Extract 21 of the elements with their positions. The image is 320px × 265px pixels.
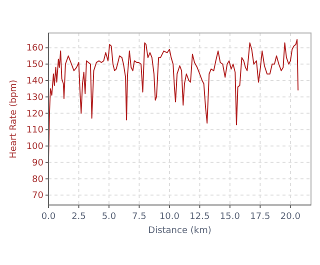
x-tick-label: 7.5 [132,212,146,222]
y-tick-label: 150 [26,60,44,70]
x-tick-label: 5.0 [102,212,116,222]
y-tick-label: 130 [26,92,44,103]
x-tick-label: 20.0 [280,212,301,222]
y-tick-label: 80 [32,174,44,185]
y-axis-title: Heart Rate (bpm) [9,80,19,158]
x-tick-label: 12.5 [190,212,210,222]
y-tick-label: 120 [26,109,44,120]
y-tick-label: 140 [26,76,44,87]
x-tick-label: 0.0 [41,212,56,222]
y-tick-label: 110 [26,126,44,136]
x-tick-label: 10.0 [159,212,180,222]
x-tick-label: 17.5 [250,212,270,222]
x-tick-label: 2.5 [72,212,86,222]
x-axis-title: Distance (km) [148,226,212,236]
x-tick-label: 15.0 [220,212,240,222]
y-tick-label: 90 [32,158,44,168]
y-tick-label: 70 [32,191,44,202]
y-tick-label: 160 [26,44,44,54]
y-tick-label: 100 [26,142,44,152]
